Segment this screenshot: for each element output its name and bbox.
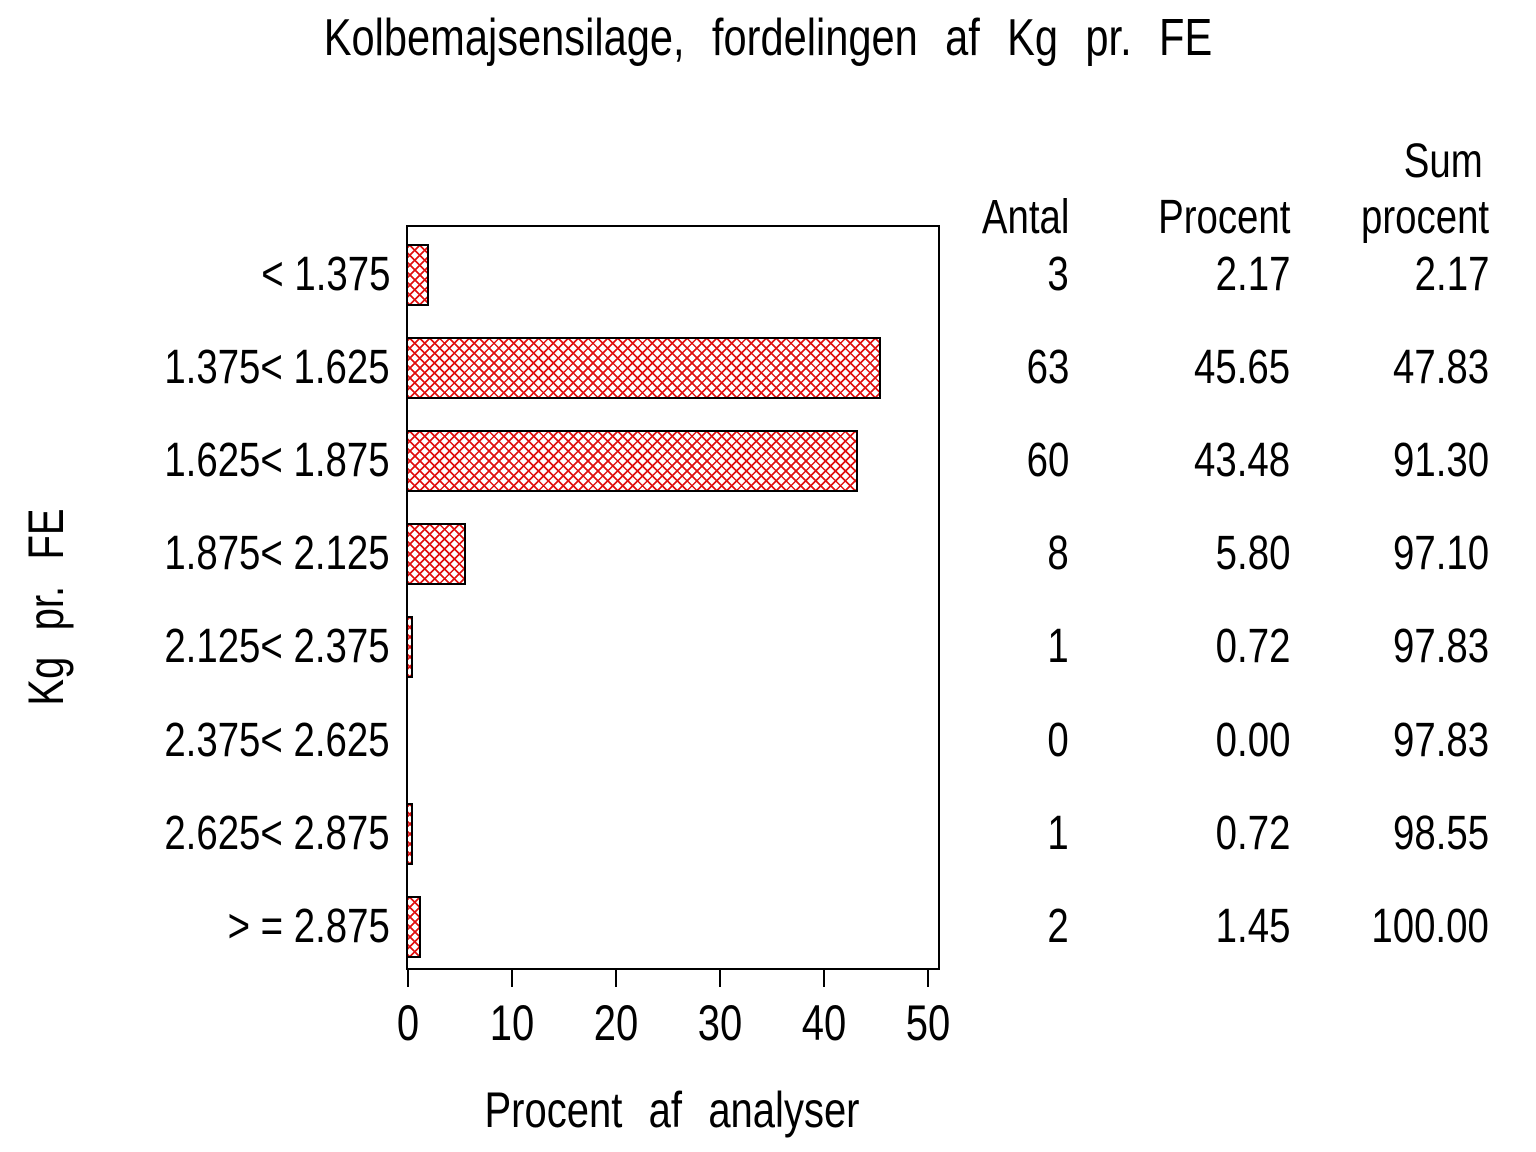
bar [406,523,466,585]
antal-value: 1 [1047,807,1069,860]
category-label: 1.375< 1.625 [164,341,390,394]
x-tick-label: 20 [593,995,639,1051]
x-axis-tick [927,969,929,987]
x-axis-tick [407,969,409,987]
antal-value: 1 [1047,620,1069,673]
x-tick-label: 0 [396,995,420,1051]
sum-value: 97.10 [1392,527,1489,580]
category-label: 2.375< 2.625 [164,714,390,767]
category-label: < 1.375 [260,248,390,301]
x-axis-tick [511,969,513,987]
y-axis-label: Kg pr. FE [18,508,74,706]
chart-title: Kolbemajsensilage, fordelingen af Kg pr.… [323,9,1213,67]
sum-value: 97.83 [1392,714,1489,767]
procent-value: 2.17 [1215,248,1290,301]
antal-value: 60 [1026,434,1069,487]
table-header-sum-line2: procent [1360,191,1489,244]
x-tick-label: 30 [697,995,743,1051]
sum-value: 98.55 [1392,807,1489,860]
procent-value: 5.80 [1215,527,1290,580]
procent-value: 43.48 [1193,434,1290,487]
procent-value: 1.45 [1215,900,1290,953]
category-label: > = 2.875 [227,900,390,953]
procent-value: 0.00 [1215,714,1290,767]
bar [406,803,413,865]
procent-value: 45.65 [1193,341,1290,394]
bar [406,337,881,399]
table-header-antal: Antal [981,191,1069,244]
bar [406,244,429,306]
procent-value: 0.72 [1215,807,1290,860]
table-header-procent: Procent [1157,191,1290,244]
antal-value: 63 [1026,341,1069,394]
procent-value: 0.72 [1215,620,1290,673]
category-label: 2.125< 2.375 [164,620,390,673]
x-tick-label: 40 [801,995,847,1051]
sum-value: 91.30 [1392,434,1489,487]
table-header-sum-line1: Sum [1404,135,1483,188]
x-axis-tick [823,969,825,987]
x-axis-tick [719,969,721,987]
x-tick-label: 50 [905,995,951,1051]
antal-value: 3 [1047,248,1069,301]
sum-value: 47.83 [1392,341,1489,394]
x-tick-label: 10 [489,995,535,1051]
x-axis-tick [615,969,617,987]
bar [406,616,413,678]
sum-value: 97.83 [1392,620,1489,673]
sum-value: 100.00 [1371,900,1489,953]
bar [406,430,858,492]
antal-value: 0 [1047,714,1069,767]
bar [406,896,421,958]
sum-value: 2.17 [1414,248,1489,301]
antal-value: 8 [1047,527,1069,580]
category-label: 2.625< 2.875 [164,807,390,860]
category-label: 1.875< 2.125 [164,527,390,580]
x-axis-label: Procent af analyser [484,1082,860,1138]
antal-value: 2 [1047,900,1069,953]
category-label: 1.625< 1.875 [164,434,390,487]
